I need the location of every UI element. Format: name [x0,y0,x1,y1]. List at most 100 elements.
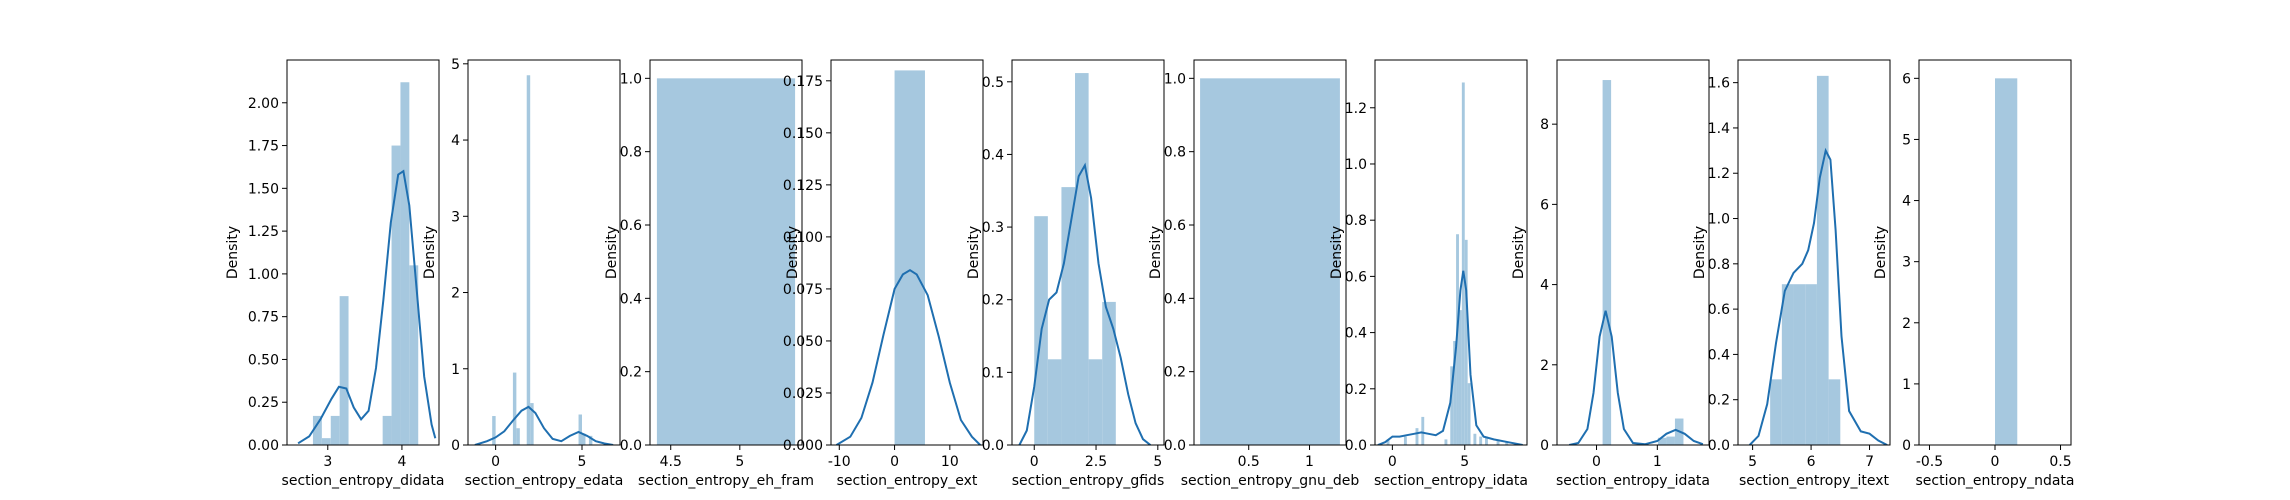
histogram-bar [1467,383,1471,445]
histogram-bar [1828,379,1841,445]
y-tick-label: 0.25 [248,395,279,411]
histogram-bar [391,145,401,445]
histogram-bar [1450,366,1454,445]
y-tick-label: 0.4 [1345,326,1367,342]
y-axis-label: Density [1511,226,1527,279]
x-tick-label: 0 [1030,454,1039,470]
y-tick-label: 3 [451,209,460,225]
y-tick-label: 0.4 [620,291,642,307]
plot-area [297,82,437,445]
kde-line [835,269,981,445]
histogram-bar [1200,78,1340,445]
y-tick-label: 0.2 [1708,393,1730,409]
axes-frame [1011,59,1165,446]
y-tick-label: 0.1 [982,365,1004,381]
y-tick-label: 3 [1902,255,1911,271]
y-axis-label: Density [1873,226,1889,279]
histogram-bar [526,75,531,445]
y-tick-label: 0.6 [1164,218,1186,234]
axes-frame [467,59,621,446]
y-tick-label: 1.6 [1708,76,1730,92]
y-axis-label: Density [966,226,982,279]
histogram-bar [1602,80,1612,445]
y-tick-label: 0.4 [1164,291,1186,307]
kde-line [1018,162,1152,445]
y-tick-label: 1.00 [248,267,279,283]
y-tick-label: 4 [451,133,460,149]
x-tick-label: 6 [1807,454,1816,470]
subplot-4: 0.000 0.025 0.050 0.075 0.100 0.125 0.150 0.175… [783,59,984,489]
y-tick-label: 1.25 [248,224,279,240]
axes-frame [1737,59,1891,446]
kde-line [1748,147,1888,445]
y-axis-label: Density [604,226,620,279]
x-tick-label: 1 [1653,454,1662,470]
histogram-bar [656,78,796,445]
histogram-bar [1461,82,1465,445]
y-tick-label: 1.0 [620,71,642,87]
y-tick-label: 0.2 [620,365,642,381]
x-axis-label: section_entropy_edata [465,473,624,489]
y-tick-label: 1.0 [1345,157,1367,173]
x-axis-label: section_entropy_idata [1374,473,1528,489]
histogram-bar [1061,187,1076,445]
axes-frame [649,59,803,446]
histogram-bar [582,433,586,445]
subplot-9: 0.0 0.2 0.4 0.6 0.8 1.0 1.2 1.4 1.6 5 6 7 section_en… [1692,59,1891,489]
y-tick-label: 1 [1902,377,1911,393]
x-tick-label: 0 [1388,454,1397,470]
histogram-bar [1088,359,1103,445]
plot-area [1018,73,1152,445]
subplot-2: 0 1 2 3 4 5 0 5 section_entropy_edata Density [422,57,623,489]
y-tick-label: 1.4 [1708,121,1730,137]
y-tick-label: 1.0 [1164,71,1186,87]
subplot-8: 0 2 4 6 8 0 1 section_entropy_idata Density [1511,59,1710,489]
y-tick-label: 0.5 [982,75,1004,91]
x-axis-label: section_entropy_gfids [1012,473,1164,489]
histogram-bar [512,372,517,445]
y-tick-label: 0 [1540,438,1549,454]
y-tick-label: 0.2 [1164,365,1186,381]
y-tick-label: 0.6 [1345,269,1367,285]
kde-line [297,169,437,445]
y-tick-label: 1.50 [248,181,279,197]
histogram-bar [1453,341,1457,445]
y-axis-label: Density [1329,226,1345,279]
axes-frame [1374,59,1528,446]
x-tick-label: -0.5 [1916,454,1943,470]
y-tick-label: 0.175 [783,74,823,90]
histogram-bar [1793,284,1806,445]
subplot-1: 0.00 0.25 0.50 0.75 1.00 1.25 1.50 1.75 2.00 3 4 se… [225,59,444,489]
kde-line [474,405,614,445]
histogram-bar [588,435,593,445]
histogram-bar [1505,442,1509,445]
y-tick-label: 0.2 [982,293,1004,309]
histogram-bar [1403,436,1407,445]
y-tick-label: 0.8 [1708,257,1730,273]
y-tick-label: 0.0 [1708,438,1730,454]
histogram-bar [1444,439,1448,445]
plot-area [656,78,796,445]
x-tick-label: 0 [491,454,500,470]
x-axis-label: section_entropy_ndata [1916,473,2075,489]
histogram-bar [409,265,419,445]
y-tick-label: 6 [1902,71,1911,87]
y-tick-label: 0.000 [783,438,823,454]
y-tick-label: 5 [451,57,460,73]
histogram-bar [1805,284,1817,445]
y-tick-label: 1.2 [1345,101,1367,117]
y-tick-label: 0.050 [783,334,823,350]
y-tick-label: 2 [1540,358,1549,374]
x-tick-label: 0.5 [1238,454,1260,470]
x-tick-label: 2.5 [1085,454,1107,470]
x-tick-label: 0 [1592,454,1601,470]
x-tick-label: 5 [1153,454,1162,470]
x-tick-label: 10 [941,454,959,470]
plot-area [1995,78,2018,445]
x-tick-label: 5 [578,454,587,470]
y-tick-label: 0.8 [1345,213,1367,229]
y-tick-label: 0.0 [1164,438,1186,454]
y-tick-label: 2 [1902,316,1911,332]
axes-frame [286,59,440,446]
